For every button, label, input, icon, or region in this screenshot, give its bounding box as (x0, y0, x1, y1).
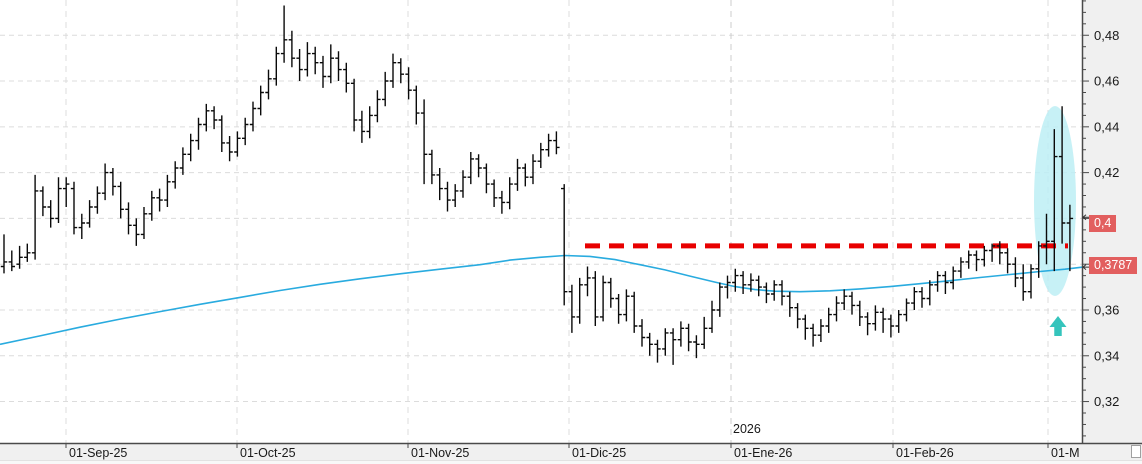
scrollbar-corner (1131, 445, 1141, 458)
x-axis-tick-label: 01-Ene-26 (734, 446, 792, 460)
ohlc-bars (0, 5, 1074, 365)
y-axis-tick-label: 0,34 (1094, 348, 1119, 363)
x-axis-tick-label: 01-M (1051, 446, 1079, 460)
buy-signal-arrow (1049, 316, 1067, 336)
y-axis-tick-label: 0,46 (1094, 74, 1119, 89)
ma-pointer-arrow (1082, 264, 1090, 271)
bottom-band (0, 460, 1142, 464)
x-axis-tick-label: 01-Oct-25 (240, 446, 296, 460)
ma-value-badge: 0,3787 (1089, 257, 1138, 274)
x-axis-tick-label: 01-Nov-25 (411, 446, 469, 460)
year-label: 2026 (733, 422, 761, 436)
last-price-badge: 0,4 (1089, 215, 1117, 232)
x-axis-tick-label: 01-Feb-26 (896, 446, 954, 460)
x-axis-tick-label: 01-Dic-25 (572, 446, 626, 460)
y-axis-tick-label: 0,36 (1094, 302, 1119, 317)
y-axis-tick-label: 0,44 (1094, 119, 1119, 134)
x-axis-tick-label: 01-Sep-25 (69, 446, 127, 460)
y-axis-tick-label: 0,32 (1094, 394, 1119, 409)
y-axis-tick-label: 0,48 (1094, 28, 1119, 43)
y-axis-tick-label: 0,42 (1094, 165, 1119, 180)
moving-average-line (0, 254, 1083, 346)
price-pointer-arrow (1082, 214, 1090, 221)
x-axis-strip[interactable] (0, 443, 1142, 460)
